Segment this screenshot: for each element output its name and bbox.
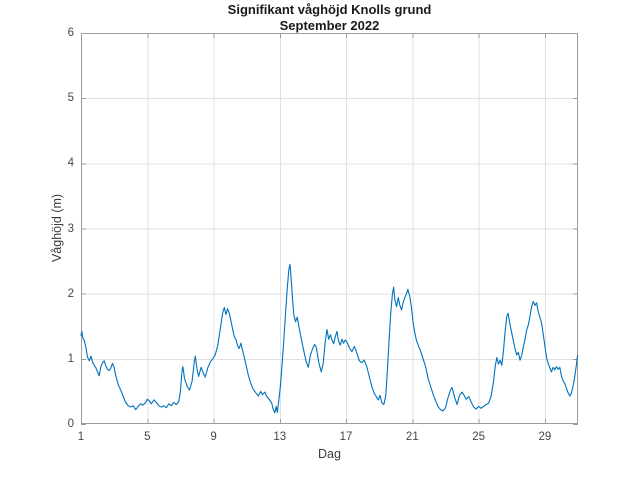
y-tick-label: 5 [67,92,74,105]
x-tick-label: 29 [538,431,552,443]
x-tick-label: 13 [273,431,287,443]
x-axis-label: Dag [318,447,341,461]
x-tick-label: 9 [210,431,217,443]
x-tick-label: 5 [144,431,151,443]
y-tick-label: 3 [67,222,74,235]
x-tick-label: 1 [77,431,85,443]
x-tick-label: 21 [405,431,419,443]
y-axis-label: Våghöjd (m) [50,193,64,263]
x-tick-label: 25 [472,431,485,443]
chart-subtitle: September 2022 [279,18,380,33]
chart-title-block: Signifikant våghöjd Knolls grund Septemb… [81,2,578,34]
wave-height-line [80,263,579,414]
y-tick-label: 4 [67,157,74,170]
y-tick-label: 2 [67,287,74,300]
y-tick-label: 1 [67,352,74,365]
x-tick-label: 17 [339,431,353,443]
y-tick-label: 6 [67,27,74,39]
y-tick-label: 0 [67,418,74,430]
chart-title: Signifikant våghöjd Knolls grund [227,2,432,17]
